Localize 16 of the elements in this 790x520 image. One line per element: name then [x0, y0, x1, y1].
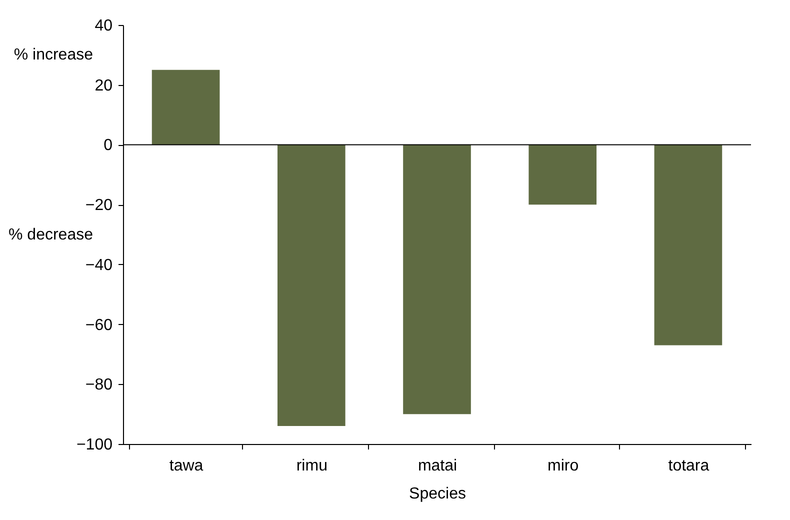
x-tick-label: totara [668, 458, 710, 474]
y-tick-label: 20 [94, 77, 113, 94]
x-tick-label: matai [418, 458, 458, 474]
x-axis-title: Species [409, 486, 466, 502]
y-tick-label: −80 [85, 376, 113, 394]
x-tick-label: rimu [296, 458, 328, 474]
y-tick-label: −60 [85, 316, 113, 334]
text: % increase [14, 46, 94, 64]
y-tick-label: 0 [104, 137, 113, 154]
x-tick-label: tawa [169, 458, 204, 474]
y-tick-label: 40 [94, 18, 113, 34]
y-tick-label: −40 [85, 256, 113, 274]
text: % decrease [8, 226, 94, 244]
y-tick-label: −20 [85, 197, 113, 214]
y-tick-label: −100 [76, 436, 113, 454]
x-tick-label: miro [548, 458, 579, 474]
